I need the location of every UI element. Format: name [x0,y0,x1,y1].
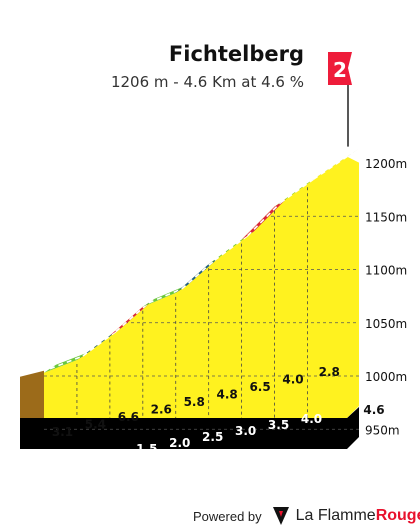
elevation-tick-label: 1100m [365,264,407,278]
road-centre-line [313,151,354,180]
segment-grade-label: 5.4 [85,418,106,432]
road-centre-line [247,202,282,237]
profile-area [44,156,359,419]
elevation-tick-label: 1050m [365,317,407,331]
road-gradient-strip [44,148,359,373]
distance-label: 3.0 [235,424,256,438]
chart-labels: 950m 1000m 1050m 1100m 1150m 1200m 3.1 5.4 6.6 2.… [52,157,407,468]
category-label: 2 [333,58,347,82]
climb-title: Fichtelberg [168,42,304,66]
distance-label: 4.6 [363,403,384,417]
segment-grade-label: 6.6 [118,410,139,424]
distance-label: 0.5 [70,454,91,468]
elevation-tick-label: 1150m [365,210,407,224]
road-centre-line [181,259,216,290]
segment-grade-label: 5.8 [184,395,205,409]
segment-grade-label: 4.8 [217,388,238,402]
brand-name-first: La Flamme [295,507,376,524]
distance-label: 3.5 [268,418,289,432]
profile-side-wall [20,370,44,418]
elevation-tick-label: 1200m [365,157,407,171]
elevation-gridlines [44,187,359,430]
powered-by-label: Powered by [193,508,262,524]
elevation-tick-label: 950m [365,423,400,437]
distance-label: 4.0 [301,412,322,426]
brand-name-second: Rouge [375,507,420,524]
brand-name: La FlammeRouge [296,507,420,525]
segment-grade-label: 3.1 [52,425,73,439]
powered-by-footer: Powered by La FlammeRouge [193,505,420,527]
distance-band [20,407,359,449]
segment-grade-label: 2.6 [151,403,172,417]
road-centre-line [49,355,84,370]
category-flag: 2 [328,52,352,147]
chart-base-layer [20,156,359,449]
climb-summary: 1206 m - 4.6 Km at 4.6 % [110,73,304,91]
segment-grade-label: 2.8 [319,365,340,379]
distance-label: 2.0 [169,436,190,450]
road-centre-line [280,178,314,204]
road-centre-line [214,235,249,261]
climb-profile-chart: 950m 1000m 1050m 1100m 1150m 1200m 3.1 5.4 6.6 2.… [20,52,408,468]
elevation-tick-label: 1000m [365,370,407,384]
road-centre-line [148,288,183,304]
distance-label: 1.5 [136,442,157,456]
segment-grade-label: 6.5 [249,380,270,394]
category-flag-banner [328,52,352,85]
road-centre-line [82,330,117,357]
flame-logo-icon [272,507,289,525]
distance-label: 2.5 [202,430,223,444]
segment-grade-label: 4.0 [282,373,303,387]
road-centre-line [115,302,150,333]
distance-label: 1.0 [103,448,124,462]
